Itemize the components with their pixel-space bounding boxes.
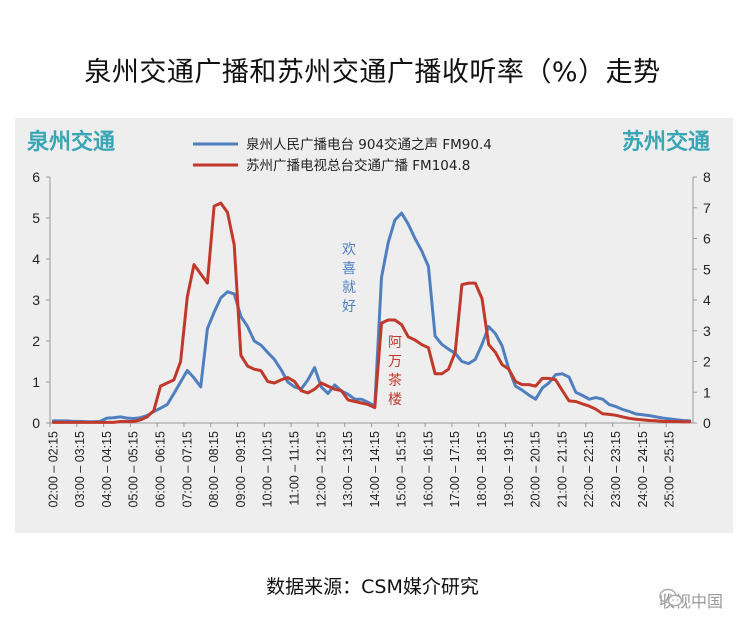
x-axis-tick-label: 02:00 – 02:15 — [46, 431, 60, 508]
wechat-icon — [659, 588, 683, 607]
annotation-2: 阿万茶楼 — [388, 335, 402, 408]
right-axis-tick-label: 7 — [703, 200, 711, 216]
x-axis-tick-label: 19:00 – 19:15 — [502, 431, 516, 508]
right-axis-tick-label: 1 — [703, 384, 711, 400]
left-axis-tick-label: 1 — [32, 374, 40, 390]
annotation-1: 欢喜就好 — [342, 242, 356, 315]
series-line-2 — [51, 201, 692, 424]
right-axis-tick-label: 8 — [703, 169, 711, 185]
left-axis-tick-label: 3 — [32, 292, 40, 308]
x-axis-tick-label: 24:00 – 24:15 — [636, 431, 650, 508]
right-axis-tick-label: 3 — [703, 323, 711, 339]
x-axis-tick-label: 13:00 – 13:15 — [341, 431, 355, 508]
right-axis-tick-label: 4 — [703, 292, 711, 308]
x-axis-tick-label: 05:00 – 05:15 — [127, 431, 141, 508]
x-axis-tick-label: 15:00 – 15:15 — [395, 431, 409, 508]
chart-title: 泉州交通广播和苏州交通广播收听率（%）走势 — [84, 57, 661, 88]
right-axis-tick-label: 0 — [703, 415, 711, 431]
legend-label-1: 泉州人民广播电台 904交通之声 FM90.4 — [246, 136, 492, 153]
series-line-1 — [51, 211, 692, 424]
x-axis-tick-label: 21:00 – 21:15 — [555, 431, 569, 508]
x-axis-tick-label: 22:00 – 22:15 — [582, 431, 596, 508]
x-axis-tick-label: 12:00 – 12:15 — [314, 431, 328, 508]
x-axis-tick-label: 09:00 – 09:15 — [234, 431, 248, 508]
x-axis-tick-label: 25:00 – 25:15 — [663, 431, 677, 508]
x-axis-tick-label: 04:00 – 04:15 — [100, 431, 114, 508]
left-axis-tick-label: 2 — [32, 333, 40, 349]
right-axis-station-label: 苏州交通 — [622, 130, 711, 155]
left-axis-tick-label: 6 — [32, 169, 40, 185]
x-axis-tick-label: 11:00 – 11:15 — [287, 431, 301, 506]
left-axis-station-label: 泉州交通 — [27, 130, 116, 155]
x-axis-tick-label: 07:00 – 07:15 — [180, 431, 194, 508]
x-axis-tick-label: 18:00 – 18:15 — [475, 431, 489, 508]
data-source: 数据来源：CSM媒介研究 — [266, 576, 479, 598]
x-axis-tick-label: 17:00 – 17:15 — [448, 431, 462, 508]
left-axis-tick-label: 4 — [32, 251, 40, 267]
x-axis-tick-label: 08:00 – 08:15 — [207, 431, 221, 508]
x-axis-tick-label: 06:00 – 06:15 — [154, 431, 168, 508]
x-axis-tick-label: 23:00 – 23:15 — [609, 431, 623, 508]
right-axis-tick-label: 6 — [703, 231, 711, 247]
right-axis-tick-label: 5 — [703, 261, 711, 277]
left-axis-tick-label: 5 — [32, 210, 40, 226]
right-axis-tick-label: 2 — [703, 354, 711, 370]
legend-label-2: 苏州广播电视总台交通广播 FM104.8 — [246, 157, 470, 174]
watermark: 收视中国 — [659, 588, 723, 612]
left-axis-tick-label: 0 — [32, 415, 40, 431]
x-axis-tick-label: 14:00 – 14:15 — [368, 431, 382, 508]
x-axis-tick-label: 03:00 – 03:15 — [73, 431, 87, 508]
x-axis-tick-label: 16:00 – 16:15 — [421, 431, 435, 508]
chart-panel — [15, 118, 733, 533]
x-axis-tick-label: 10:00 – 10:15 — [261, 431, 275, 508]
x-axis-tick-label: 20:00 – 20:15 — [529, 431, 543, 508]
